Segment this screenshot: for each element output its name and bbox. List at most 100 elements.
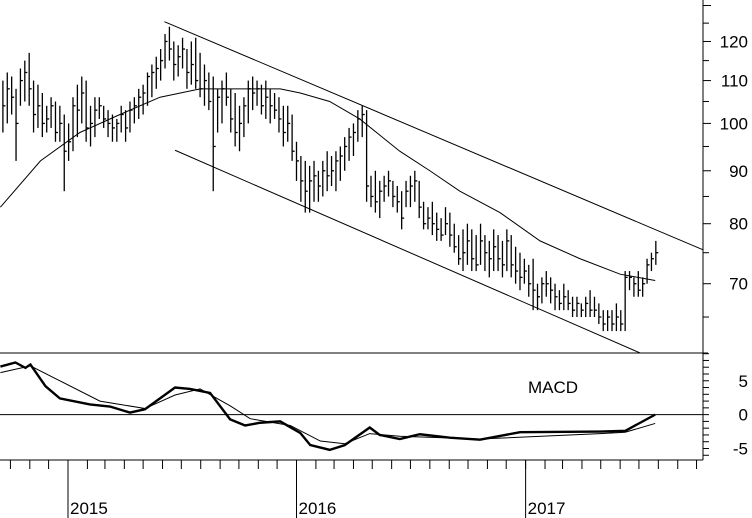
price-bar — [181, 37, 186, 69]
price-bar — [488, 240, 492, 278]
price-bar — [383, 175, 387, 202]
price-bar — [28, 52, 32, 106]
price-bar — [177, 45, 181, 77]
price-bar — [142, 84, 146, 115]
price-bar — [405, 180, 409, 208]
price-bar — [466, 223, 470, 265]
price-bar — [352, 123, 356, 157]
price-bar — [116, 118, 120, 142]
price-bar — [37, 84, 41, 128]
price-bar — [269, 88, 273, 124]
price-bar — [230, 88, 234, 133]
price-tick-label: 110 — [721, 72, 748, 91]
price-bar — [401, 191, 405, 230]
price-bar — [72, 97, 76, 152]
price-bar — [344, 137, 348, 171]
price-bar — [642, 277, 646, 297]
price-bar — [168, 26, 172, 61]
year-label: 2017 — [528, 499, 566, 518]
price-bar — [501, 240, 505, 278]
price-bar — [120, 105, 124, 133]
price-bar — [265, 80, 269, 119]
price-bar — [396, 186, 400, 213]
price-bar — [523, 258, 527, 284]
price-bar — [190, 41, 194, 85]
price-bar — [287, 105, 291, 142]
price-bar — [580, 303, 584, 318]
price-bar — [462, 229, 466, 272]
price-bar — [493, 229, 497, 272]
price-bar — [330, 156, 335, 187]
price-bar — [628, 271, 633, 291]
price-bar — [646, 258, 650, 284]
price-bar — [295, 141, 299, 181]
price-bar — [387, 170, 392, 197]
price-bar — [392, 180, 396, 208]
price-bar — [107, 110, 111, 138]
price-tick-label: 80 — [729, 215, 748, 234]
price-bar — [67, 123, 72, 161]
price-bar — [532, 258, 536, 311]
price-bar — [238, 105, 243, 152]
price-bar — [212, 76, 216, 192]
price-bar — [252, 76, 256, 111]
macd-panel: MACD — [0, 361, 703, 452]
price-bar — [449, 212, 453, 247]
price-bar — [563, 283, 567, 311]
price-bar — [129, 101, 133, 133]
price-bar — [24, 60, 28, 102]
price-bar — [589, 290, 593, 318]
price-bar — [308, 165, 313, 213]
price-bar — [545, 271, 549, 297]
trendline — [174, 149, 641, 353]
price-bar — [593, 296, 597, 318]
price-bar — [208, 72, 212, 111]
price-bar — [199, 52, 203, 98]
price-bar — [243, 97, 247, 138]
price-bar — [247, 80, 251, 124]
price-bar — [63, 114, 67, 192]
price-bar — [124, 110, 129, 142]
price-bar — [59, 105, 63, 142]
price-bar — [637, 271, 641, 297]
price-bar — [160, 49, 164, 81]
price-bar — [103, 105, 107, 128]
price-bar — [536, 283, 541, 311]
price-bar — [576, 296, 580, 318]
price-bar — [453, 223, 457, 253]
macd-tick-label: 5 — [739, 372, 748, 391]
price-bar — [54, 101, 58, 142]
price-bar — [541, 277, 545, 304]
price-bar — [550, 277, 554, 304]
price-bar — [357, 110, 361, 142]
price-bar — [506, 229, 510, 272]
price-bar — [519, 252, 523, 291]
price-bar — [457, 235, 462, 265]
price-bar — [414, 170, 418, 202]
price-bar — [291, 114, 295, 161]
price-bar — [15, 88, 19, 161]
price-bar — [444, 207, 448, 236]
price-bar — [606, 310, 611, 332]
price-bar — [567, 290, 571, 311]
price-bar — [484, 235, 488, 272]
price-bar — [50, 97, 54, 128]
price-bar — [32, 80, 37, 133]
price-bar — [650, 252, 654, 272]
price-bar — [85, 80, 89, 142]
price-bar — [422, 201, 427, 230]
price-bar — [195, 37, 199, 89]
price-bar — [221, 80, 225, 124]
price-bar — [313, 160, 317, 202]
price-bar — [558, 290, 562, 311]
price-bar — [514, 246, 519, 284]
trendline — [164, 21, 703, 251]
price-bar — [510, 235, 514, 278]
price-bar — [273, 93, 278, 119]
macd-tick-label: 0 — [739, 406, 748, 425]
year-label: 2016 — [298, 499, 336, 518]
price-bar — [379, 180, 383, 219]
price-bar — [633, 277, 637, 297]
